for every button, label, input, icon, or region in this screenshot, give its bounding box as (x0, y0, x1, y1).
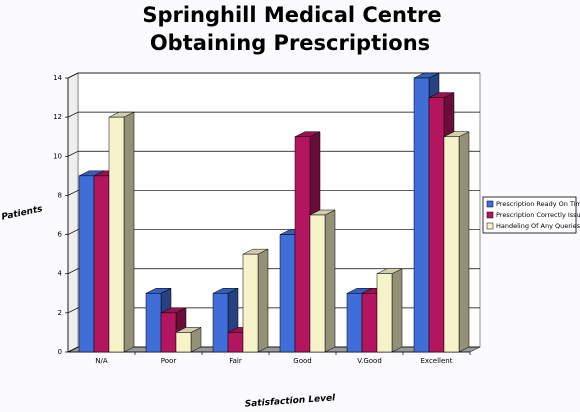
bar (346, 293, 363, 353)
bar (361, 293, 378, 353)
bar (428, 97, 445, 353)
bar (78, 175, 95, 353)
bar-side (257, 248, 269, 353)
y-tick-label: 12 (53, 113, 62, 121)
bar (309, 214, 326, 353)
legend-swatch (486, 222, 494, 230)
legend-label: Prescription Ready On Time (496, 200, 580, 208)
legend-label: Handeling Of Any Queries (496, 222, 580, 230)
bar (175, 332, 192, 353)
bar-side (324, 209, 336, 353)
y-tick-label: 6 (58, 231, 63, 239)
grid-line (67, 111, 79, 118)
bar (212, 293, 229, 353)
bar (227, 332, 244, 353)
bar-side (391, 268, 403, 353)
y-tick-label: 10 (53, 152, 62, 160)
grid-line (67, 346, 79, 353)
legend: Prescription Ready On Time Prescription C… (482, 196, 580, 234)
chart-title: Springhill Medical Centre (142, 3, 441, 27)
grid-line (67, 72, 79, 79)
grid-line (67, 307, 79, 314)
chart-subtitle: Obtaining Prescriptions (150, 31, 430, 55)
bar (294, 136, 311, 353)
bar (145, 293, 162, 353)
x-tick-label: V.Good (357, 357, 382, 365)
x-tick-label: Good (293, 357, 311, 365)
bar-side (458, 131, 470, 353)
bar (279, 234, 296, 353)
x-tick-label: Excellent (421, 357, 453, 365)
x-tick-label: Fair (229, 357, 242, 365)
bar (108, 116, 125, 353)
grid-line (67, 268, 79, 275)
y-tick-label: 4 (58, 270, 63, 278)
y-tick-label: 0 (58, 348, 62, 356)
y-tick-label: 2 (58, 309, 62, 317)
legend-label: Prescription Correctly Issued (496, 211, 580, 219)
legend-swatch (486, 211, 494, 219)
bar (443, 136, 460, 353)
bar (376, 273, 393, 353)
bar (93, 175, 110, 353)
grid-line (67, 229, 79, 235)
legend-swatch (486, 200, 494, 208)
grid-line (67, 190, 79, 196)
y-tick-label: 8 (58, 191, 62, 199)
bar (160, 312, 177, 353)
bar (242, 253, 259, 353)
legend-box (482, 196, 577, 234)
grid-line (67, 150, 79, 157)
bar (413, 77, 430, 353)
x-tick-label: Poor (161, 357, 177, 365)
y-tick-label: 14 (53, 74, 62, 82)
bar-side (123, 111, 135, 353)
x-tick-label: N/A (95, 357, 108, 365)
